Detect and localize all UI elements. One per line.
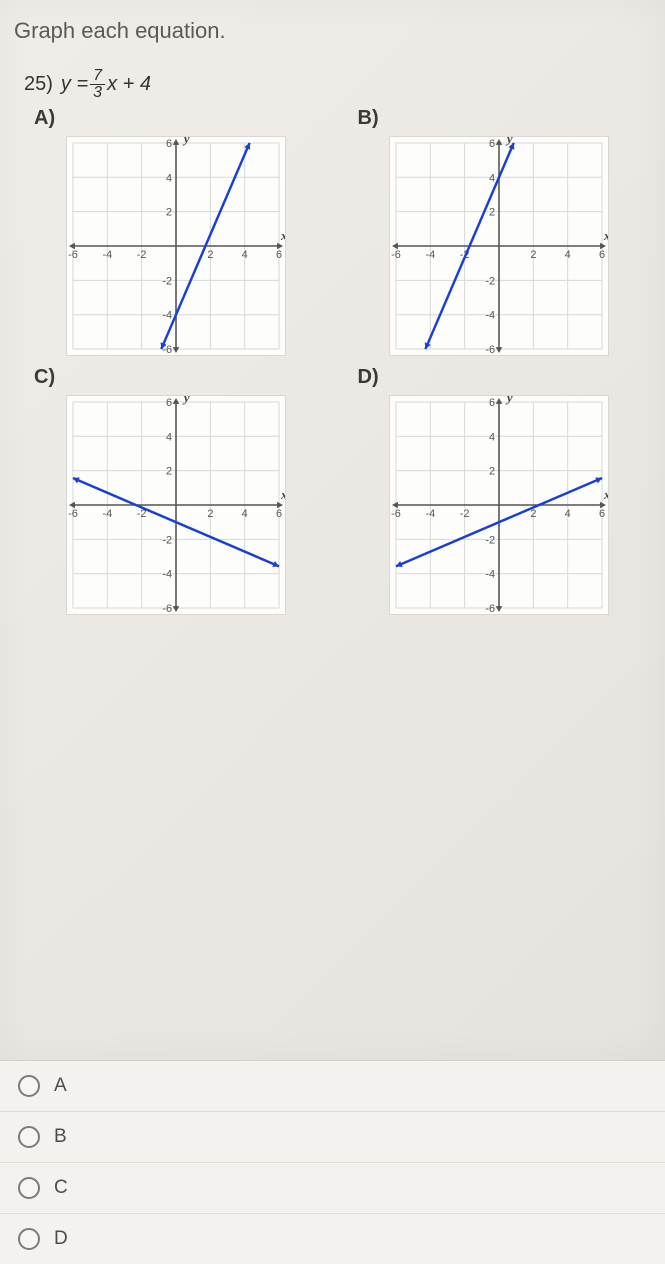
svg-text:6: 6	[276, 249, 282, 261]
svg-text:6: 6	[166, 138, 172, 150]
option-label: A)	[34, 107, 318, 130]
answer-label: D	[54, 1228, 68, 1250]
svg-text:-4: -4	[486, 310, 496, 322]
svg-text:-4: -4	[102, 508, 112, 520]
svg-text:6: 6	[599, 249, 605, 261]
graph: -6-4-2246-6-4-2246xy	[358, 136, 642, 356]
svg-text:2: 2	[489, 466, 495, 478]
equation-fraction: 7 3	[90, 68, 105, 101]
fraction-denominator: 3	[90, 85, 105, 101]
answer-label: C	[54, 1177, 68, 1199]
option-c: C)-6-4-2246-6-4-2246xy	[34, 366, 318, 615]
svg-text:-6: -6	[391, 508, 401, 520]
svg-text:-6: -6	[486, 344, 496, 356]
svg-text:-2: -2	[137, 249, 147, 261]
svg-text:2: 2	[207, 249, 213, 261]
svg-text:4: 4	[166, 431, 172, 443]
radio-icon[interactable]	[18, 1126, 40, 1148]
svg-text:2: 2	[166, 466, 172, 478]
svg-text:2: 2	[166, 207, 172, 219]
svg-text:-6: -6	[486, 603, 496, 615]
radio-icon[interactable]	[18, 1177, 40, 1199]
svg-text:-4: -4	[162, 310, 172, 322]
svg-text:-6: -6	[68, 508, 78, 520]
fraction-numerator: 7	[90, 68, 105, 85]
svg-text:4: 4	[166, 172, 172, 184]
svg-text:6: 6	[489, 138, 495, 150]
svg-text:-2: -2	[486, 275, 496, 287]
graph: -6-4-2246-6-4-2246xy	[34, 136, 318, 356]
svg-text:y: y	[505, 395, 513, 405]
answer-choice-d[interactable]: D	[0, 1214, 665, 1264]
question-number: 25)	[24, 73, 53, 96]
svg-text:y: y	[182, 136, 190, 146]
option-label: B)	[358, 107, 642, 130]
svg-text:-6: -6	[391, 249, 401, 261]
svg-text:2: 2	[531, 249, 537, 261]
svg-text:-4: -4	[102, 249, 112, 261]
answer-choices: A B C D	[0, 1060, 665, 1264]
answer-choice-c[interactable]: C	[0, 1163, 665, 1214]
svg-text:4: 4	[241, 508, 247, 520]
option-b: B)-6-4-2246-6-4-2246xy	[358, 107, 642, 356]
svg-text:x: x	[280, 229, 286, 243]
svg-text:6: 6	[599, 508, 605, 520]
option-label: D)	[358, 366, 642, 389]
svg-text:x: x	[603, 488, 609, 502]
svg-text:-2: -2	[162, 275, 172, 287]
radio-icon[interactable]	[18, 1228, 40, 1250]
svg-text:4: 4	[565, 508, 571, 520]
svg-text:y: y	[182, 395, 190, 405]
graph: -6-4-2246-6-4-2246xy	[358, 395, 642, 615]
svg-text:x: x	[603, 229, 609, 243]
svg-text:2: 2	[489, 207, 495, 219]
svg-text:4: 4	[489, 172, 495, 184]
svg-text:6: 6	[276, 508, 282, 520]
section-title: Graph each equation.	[14, 18, 651, 44]
svg-text:-6: -6	[68, 249, 78, 261]
radio-icon[interactable]	[18, 1075, 40, 1097]
equation-suffix: x + 4	[107, 73, 151, 96]
svg-text:6: 6	[489, 397, 495, 409]
options-grid: A) -6 -4 -2 2 4 6 -6 -4 -2 2 4 6 x y B) -6 -4 -2 2 4 6 -6 -4 -2 2…	[34, 107, 641, 615]
svg-text:-2: -2	[460, 508, 470, 520]
svg-text:x: x	[280, 488, 286, 502]
option-a: A)-6-4-2246-6-4-2246xy	[34, 107, 318, 356]
option-label: C)	[34, 366, 318, 389]
svg-text:4: 4	[565, 249, 571, 261]
svg-text:-2: -2	[486, 534, 496, 546]
graph: -6-4-2246-6-4-2246xy	[34, 395, 318, 615]
svg-text:-4: -4	[426, 508, 436, 520]
svg-text:-2: -2	[162, 534, 172, 546]
svg-text:4: 4	[241, 249, 247, 261]
svg-text:4: 4	[489, 431, 495, 443]
equation-prefix: y =	[61, 73, 88, 96]
svg-text:-4: -4	[486, 569, 496, 581]
option-d: D)-6-4-2246-6-4-2246xy	[358, 366, 642, 615]
question-equation: 25) y = 7 3 x + 4	[24, 68, 651, 101]
svg-text:6: 6	[166, 397, 172, 409]
answer-choice-b[interactable]: B	[0, 1112, 665, 1163]
svg-text:2: 2	[207, 508, 213, 520]
answer-label: B	[54, 1126, 67, 1148]
svg-text:-4: -4	[162, 569, 172, 581]
svg-text:-4: -4	[426, 249, 436, 261]
answer-choice-a[interactable]: A	[0, 1061, 665, 1112]
svg-text:-6: -6	[162, 603, 172, 615]
answer-label: A	[54, 1075, 67, 1097]
